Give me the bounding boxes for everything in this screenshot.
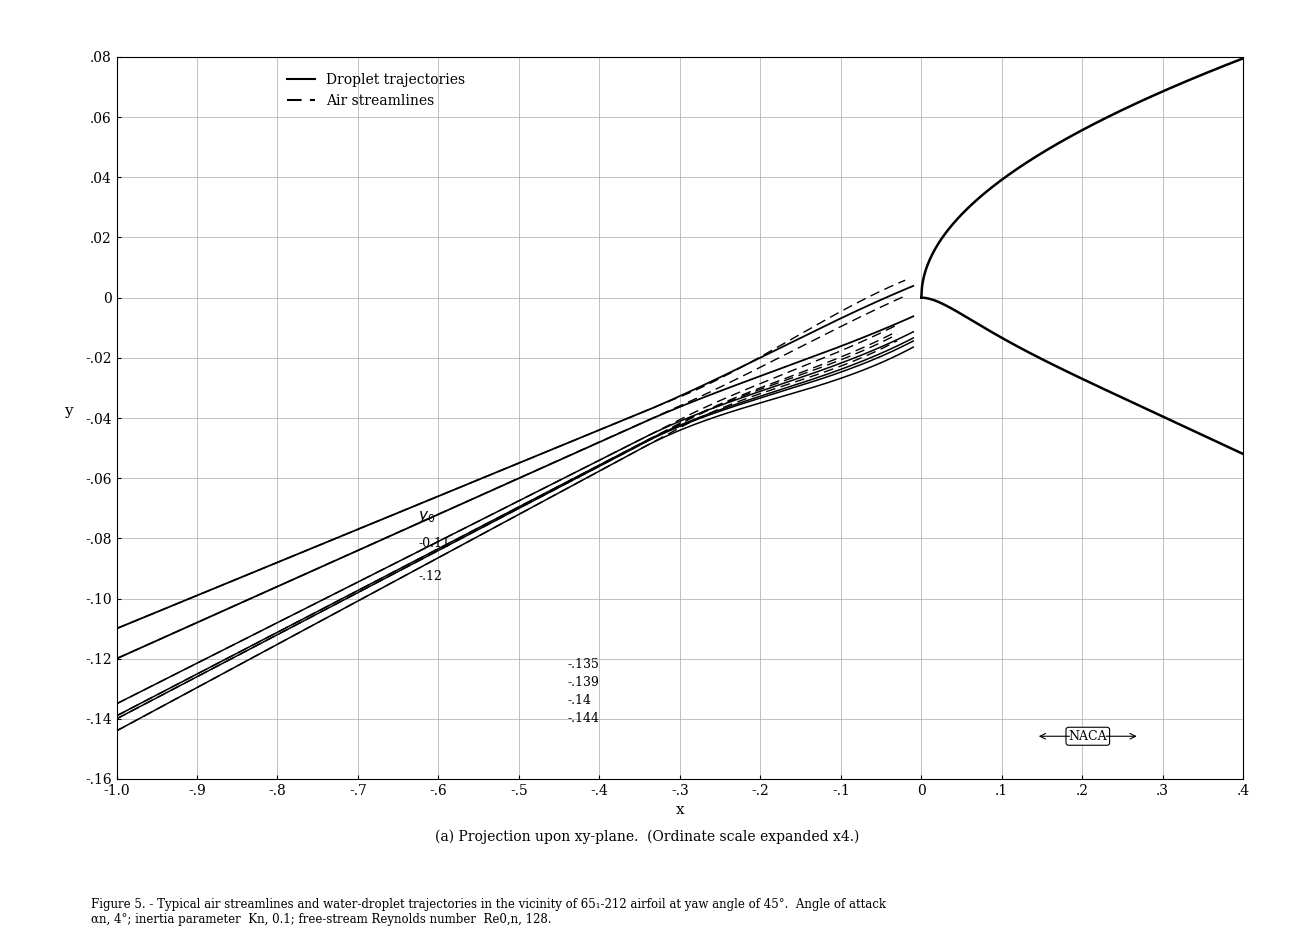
Text: $y_0$: $y_0$ [418,509,436,525]
Text: -0.11: -0.11 [418,538,451,550]
X-axis label: x: x [676,804,684,817]
Text: -.144: -.144 [567,712,600,725]
Text: (a) Projection upon xy-plane.  (Ordinate scale expanded x4.): (a) Projection upon xy-plane. (Ordinate … [435,829,860,844]
Text: -.139: -.139 [567,675,600,689]
Y-axis label: y: y [63,404,73,418]
Text: -.12: -.12 [418,570,442,583]
Legend: Droplet trajectories, Air streamlines: Droplet trajectories, Air streamlines [281,67,470,114]
Text: -.135: -.135 [567,657,600,671]
Text: Figure 5. - Typical air streamlines and water-droplet trajectories in the vicini: Figure 5. - Typical air streamlines and … [91,898,886,925]
Text: NACA: NACA [1068,730,1107,743]
Text: -.14: -.14 [567,694,592,707]
